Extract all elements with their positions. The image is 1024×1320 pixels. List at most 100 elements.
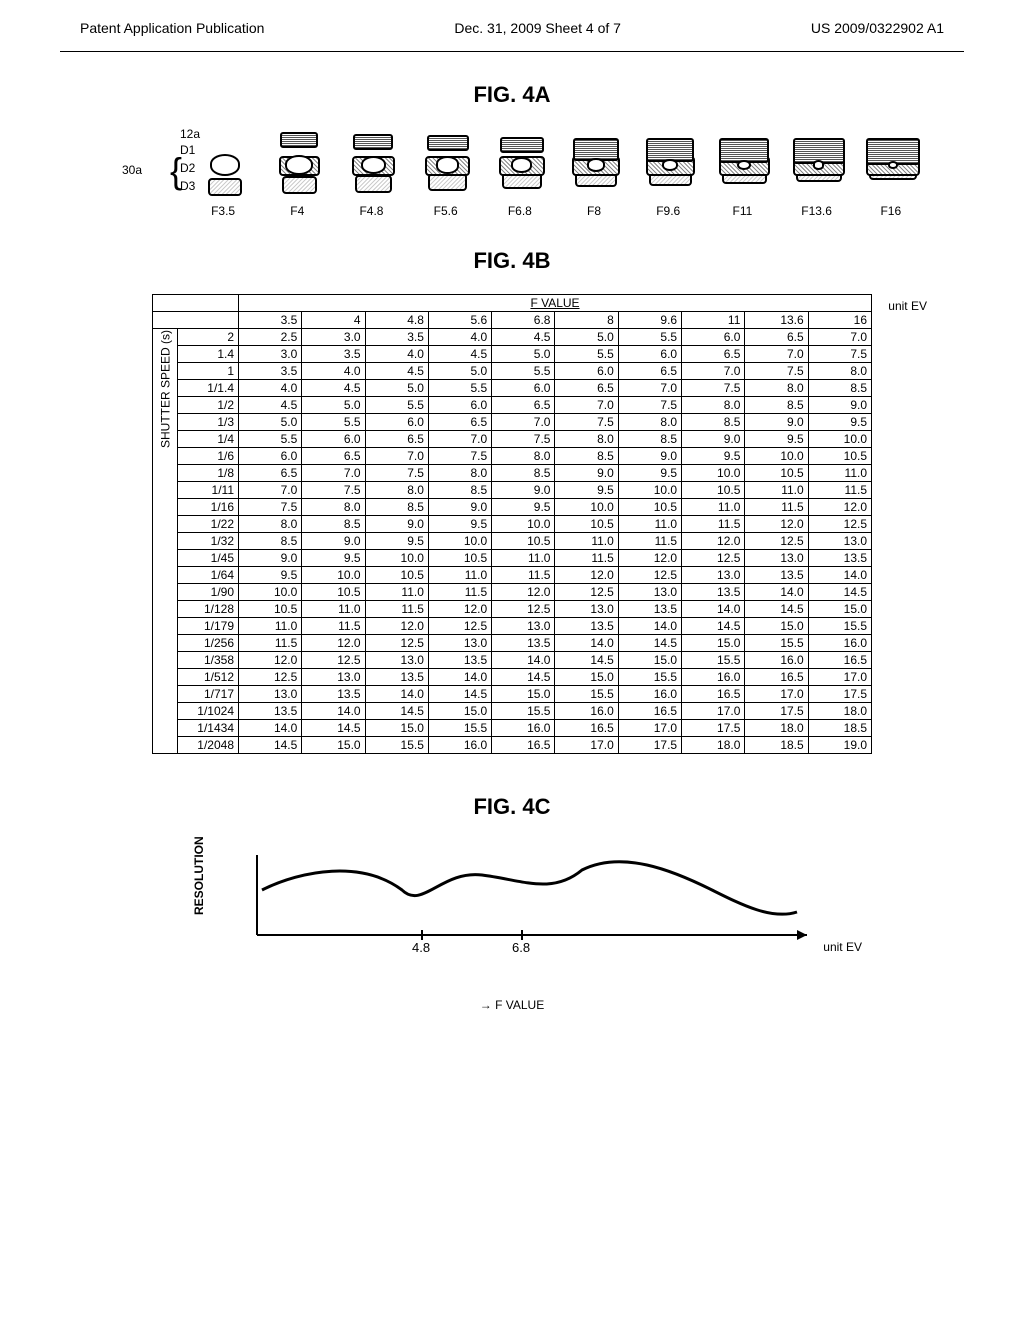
x-axis-arrow	[797, 930, 807, 940]
ev-cell: 11.5	[492, 567, 555, 584]
ev-cell: 14.0	[808, 567, 871, 584]
ev-cell: 14.5	[492, 669, 555, 686]
aperture-row: F3.5F4F4.8F5.6F6.8F8F9.6F11F13.6F16	[190, 128, 924, 218]
ev-cell: 6.5	[618, 363, 681, 380]
ev-cell: 7.0	[555, 397, 618, 414]
ev-cell: 4.0	[365, 346, 428, 363]
ev-cell: 15.0	[365, 720, 428, 737]
table-row: 1/117.07.58.08.59.09.510.010.511.011.5	[153, 482, 872, 499]
ev-cell: 6.0	[302, 431, 365, 448]
aperture-d3	[282, 176, 318, 194]
ev-cell: 16.5	[555, 720, 618, 737]
ev-cell: 12.0	[492, 584, 555, 601]
ev-cell: 14.5	[808, 584, 871, 601]
ev-cell: 13.5	[745, 567, 808, 584]
table-row: 1/1.44.04.55.05.56.06.57.07.58.08.5	[153, 380, 872, 397]
ev-cell: 11.0	[618, 516, 681, 533]
f-value-header: F VALUE	[239, 295, 872, 312]
table-row: 1/24.55.05.56.06.57.07.58.08.59.0	[153, 397, 872, 414]
shutter-speed-value: 1/32	[178, 533, 239, 550]
ev-cell: 6.5	[555, 380, 618, 397]
ev-cell: 13.5	[302, 686, 365, 703]
ev-cell: 12.5	[555, 584, 618, 601]
ev-cell: 12.0	[239, 652, 302, 669]
xtick-label-2: 6.8	[512, 940, 530, 955]
fig4a-title: FIG. 4A	[0, 82, 1024, 108]
table-row: 1/143414.014.515.015.516.016.517.017.518…	[153, 720, 872, 737]
ev-cell: 5.5	[302, 414, 365, 431]
ev-cell: 7.0	[492, 414, 555, 431]
aperture-col: F4	[267, 128, 327, 218]
ev-cell: 17.5	[682, 720, 745, 737]
ev-cell: 6.5	[302, 448, 365, 465]
ev-cell: 13.0	[302, 669, 365, 686]
aperture-d3	[355, 175, 392, 193]
aperture-opening	[436, 156, 459, 173]
ev-cell: 18.0	[745, 720, 808, 737]
ev-cell: 16.5	[808, 652, 871, 669]
ev-cell: 11.5	[745, 499, 808, 516]
ev-cell: 10.5	[492, 533, 555, 550]
ev-cell: 8.5	[682, 414, 745, 431]
fig4a-label-d3: D3	[180, 178, 195, 195]
aperture-opening	[813, 160, 825, 169]
ev-cell: 16.0	[618, 686, 681, 703]
ev-cell: 8.5	[745, 397, 808, 414]
ev-cell: 11.0	[239, 618, 302, 635]
ev-cell: 13.5	[428, 652, 491, 669]
shutter-speed-value: 1/2048	[178, 737, 239, 754]
table-row: 1/66.06.57.07.58.08.59.09.510.010.5	[153, 448, 872, 465]
ev-cell: 17.0	[618, 720, 681, 737]
aperture-col: F6.8	[490, 128, 550, 218]
ev-cell: 7.0	[239, 482, 302, 499]
ev-cell: 16.0	[745, 652, 808, 669]
ev-cell: 6.5	[745, 329, 808, 346]
ev-cell: 8.5	[302, 516, 365, 533]
ev-cell: 4.0	[428, 329, 491, 346]
ev-cell: 8.5	[808, 380, 871, 397]
aperture-f-label: F13.6	[801, 204, 832, 218]
shutter-speed-value: 1/64	[178, 567, 239, 584]
ev-cell: 16.0	[428, 737, 491, 754]
ev-cell: 6.5	[365, 431, 428, 448]
ev-cell: 12.0	[808, 499, 871, 516]
ev-cell: 9.5	[745, 431, 808, 448]
ev-cell: 10.5	[302, 584, 365, 601]
ev-cell: 3.5	[239, 363, 302, 380]
table-row: 1/25611.512.012.513.013.514.014.515.015.…	[153, 635, 872, 652]
shutter-speed-label: SHUTTER SPEED (s)	[153, 329, 178, 754]
ev-cell: 4.0	[239, 380, 302, 397]
shutter-speed-value: 1	[178, 363, 239, 380]
ev-cell: 15.5	[618, 669, 681, 686]
shutter-speed-value: 2	[178, 329, 239, 346]
ev-cell: 6.0	[555, 363, 618, 380]
ev-cell: 18.0	[808, 703, 871, 720]
ev-cell: 11.5	[618, 533, 681, 550]
ev-cell: 14.0	[428, 669, 491, 686]
ev-cell: 18.0	[682, 737, 745, 754]
ev-cell: 13.5	[365, 669, 428, 686]
ev-cell: 10.0	[745, 448, 808, 465]
ev-cell: 18.5	[808, 720, 871, 737]
ev-cell: 9.5	[365, 533, 428, 550]
ev-cell: 16.5	[618, 703, 681, 720]
ev-cell: 11.5	[428, 584, 491, 601]
ev-cell: 9.0	[428, 499, 491, 516]
ev-cell: 17.5	[618, 737, 681, 754]
ev-cell: 5.0	[428, 363, 491, 380]
ev-cell: 10.0	[555, 499, 618, 516]
ev-cell: 11.5	[239, 635, 302, 652]
f-value-col: 11	[682, 312, 745, 329]
ev-cell: 13.5	[555, 618, 618, 635]
ev-cell: 9.5	[555, 482, 618, 499]
ev-cell: 17.0	[745, 686, 808, 703]
ev-cell: 15.0	[682, 635, 745, 652]
fig4a-label-d2: D2	[180, 160, 195, 177]
ev-cell: 9.0	[682, 431, 745, 448]
ev-cell: 11.0	[808, 465, 871, 482]
ev-cell: 15.0	[555, 669, 618, 686]
ev-cell: 11.5	[682, 516, 745, 533]
shutter-speed-value: 1/1024	[178, 703, 239, 720]
ev-cell: 15.5	[555, 686, 618, 703]
ev-cell: 13.0	[682, 567, 745, 584]
